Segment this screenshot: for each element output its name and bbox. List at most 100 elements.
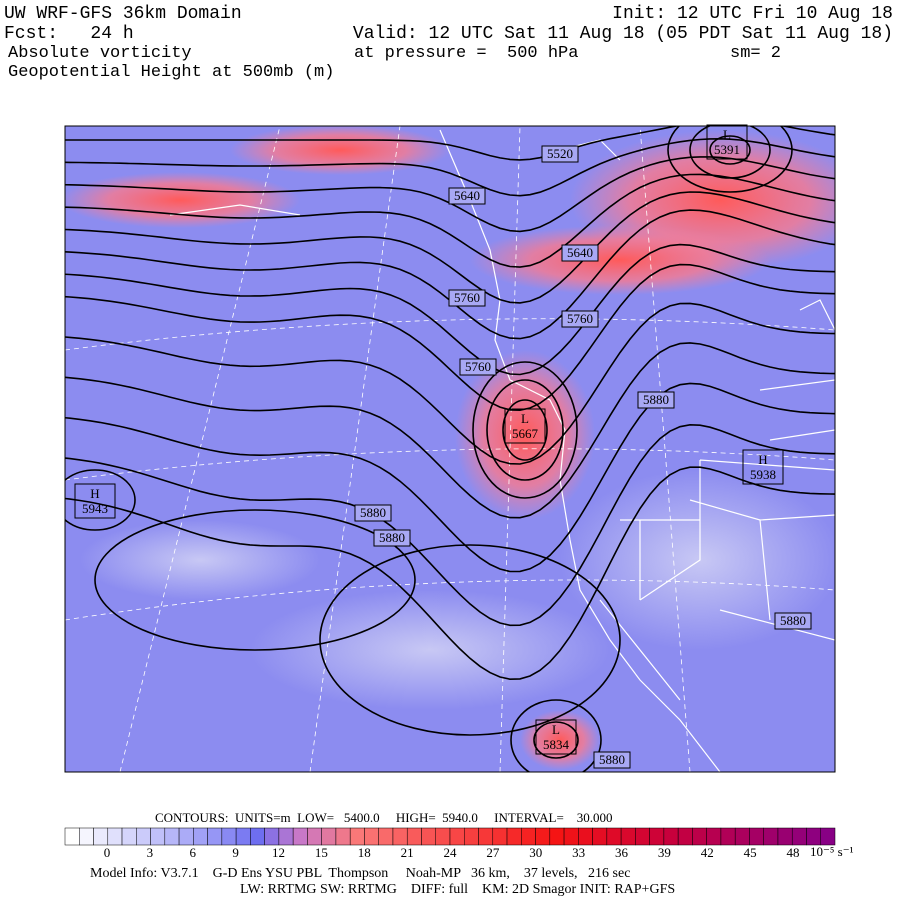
contour-line	[65, 126, 835, 161]
colorbar-tick-label: 12	[272, 845, 285, 860]
contour-line	[65, 469, 136, 531]
colorbar-swatch	[506, 827, 522, 846]
contour-label-box	[541, 145, 579, 163]
colorbar-swatch	[806, 827, 821, 846]
colorbar-swatch	[121, 827, 137, 846]
colorbar-swatch	[606, 827, 622, 846]
contour-label: 5880	[379, 530, 405, 545]
contour-line	[533, 721, 579, 759]
contour-info: CONTOURS: UNITS=m LOW= 5400.0 HIGH= 5940…	[155, 810, 613, 825]
colorbar: 0 3 6 9 12 15 18 21 24 27 30 33 36 39 42 45 48	[64, 827, 836, 860]
colorbar-tick-label: 39	[658, 845, 671, 860]
contour-line	[486, 379, 564, 481]
field-blob	[520, 710, 600, 770]
colorbar-swatch	[79, 827, 94, 846]
colorbar-tick-label: 18	[358, 845, 371, 860]
contour-label-box	[354, 504, 392, 522]
contour-label-box	[593, 751, 631, 769]
contour-label: 5640	[567, 245, 593, 260]
contour-label: 5880	[643, 392, 669, 407]
contour-label: 5520	[547, 146, 573, 161]
colorbar-swatch	[763, 827, 779, 846]
colorbar-swatch	[349, 827, 365, 846]
colorbar-swatch	[378, 827, 394, 846]
contour-line	[65, 302, 835, 465]
smoothing: sm= 2	[730, 44, 781, 63]
contour-line	[65, 137, 835, 197]
field-blob	[230, 126, 450, 175]
colorbar-tick-label: 30	[529, 845, 542, 860]
colorbar-swatch	[578, 827, 593, 846]
center-value: 5943	[82, 501, 108, 516]
center-value: 5938	[750, 467, 776, 482]
contour-label: 5760	[567, 311, 593, 326]
contour-label: 5880	[780, 613, 806, 628]
map-frame	[64, 125, 836, 773]
center-label-box	[504, 408, 546, 444]
center-label-box	[74, 483, 116, 519]
colorbar-swatch	[264, 827, 280, 846]
colorbar-swatch	[150, 827, 166, 846]
contour-line	[667, 126, 793, 193]
colorbar-swatch	[677, 827, 693, 846]
pressure-level: at pressure = 500 hPa	[354, 44, 578, 63]
colorbar-swatch	[592, 827, 608, 846]
center-type: H	[758, 452, 767, 467]
colorbar-swatch	[307, 827, 322, 846]
center-value: 5834	[543, 737, 570, 752]
colorbar-swatch	[464, 827, 479, 846]
colorbar-swatch	[107, 827, 123, 846]
center-type: H	[90, 486, 99, 501]
contour-line	[65, 382, 835, 573]
init-time: Init: 12 UTC Fri 10 Aug 18	[612, 4, 893, 24]
contour-label: 5880	[360, 505, 386, 520]
colorbar-swatch	[406, 827, 422, 846]
colorbar-swatch	[164, 827, 180, 846]
colorbar-swatch	[820, 827, 836, 846]
contour-label: 5640	[454, 188, 480, 203]
colorbar-swatch	[492, 827, 508, 846]
colorbar-swatch	[663, 827, 679, 846]
colorbar-swatch	[321, 827, 337, 846]
contour-label: 5880	[599, 752, 625, 767]
center-label-box	[535, 719, 577, 755]
colorbar-swatch	[64, 827, 80, 846]
center-type: L	[552, 722, 560, 737]
colorbar-swatch	[278, 827, 294, 846]
field-blob	[560, 470, 835, 650]
contour-label-box	[448, 289, 486, 307]
colorbar-tick-label: 24	[444, 845, 458, 860]
center-type: L	[521, 411, 529, 426]
contour-line	[65, 191, 835, 304]
colorbar-swatch	[136, 827, 151, 846]
contour-label-box	[637, 391, 675, 409]
colorbar-tick-label: 27	[486, 845, 500, 860]
contour-label: 5760	[454, 290, 480, 305]
contour-line	[65, 466, 835, 681]
colorbar-swatch	[207, 827, 223, 846]
coastlines	[169, 129, 835, 772]
contour-line	[502, 399, 548, 461]
contour-label: 5760	[465, 359, 491, 374]
colorbar-tick-label: 21	[401, 845, 414, 860]
colorbar-swatch	[250, 827, 265, 846]
colorbar-swatch	[478, 827, 494, 846]
overlay-name: Geopotential Height at 500mb (m)	[8, 63, 334, 82]
colorbar-tick-label: 45	[744, 845, 757, 860]
colorbar-swatch	[193, 827, 208, 846]
colorbar-tick-label: 9	[232, 845, 239, 860]
colorbar-tick-label: 3	[147, 845, 154, 860]
colorbar-swatch	[649, 827, 665, 846]
contour-label-box	[561, 244, 599, 262]
contour-label-box	[774, 612, 812, 630]
colorbar-swatch	[292, 827, 308, 846]
contour-line	[689, 126, 771, 179]
center-value: 5667	[512, 426, 539, 441]
colorbar-swatch	[335, 827, 351, 846]
contour-line	[510, 699, 602, 772]
forecast-hour: Fcst: 24 h	[4, 24, 134, 44]
colorbar-swatch	[777, 827, 793, 846]
field-blob	[470, 225, 770, 295]
title: UW WRF-GFS 36km Domain	[4, 4, 242, 24]
